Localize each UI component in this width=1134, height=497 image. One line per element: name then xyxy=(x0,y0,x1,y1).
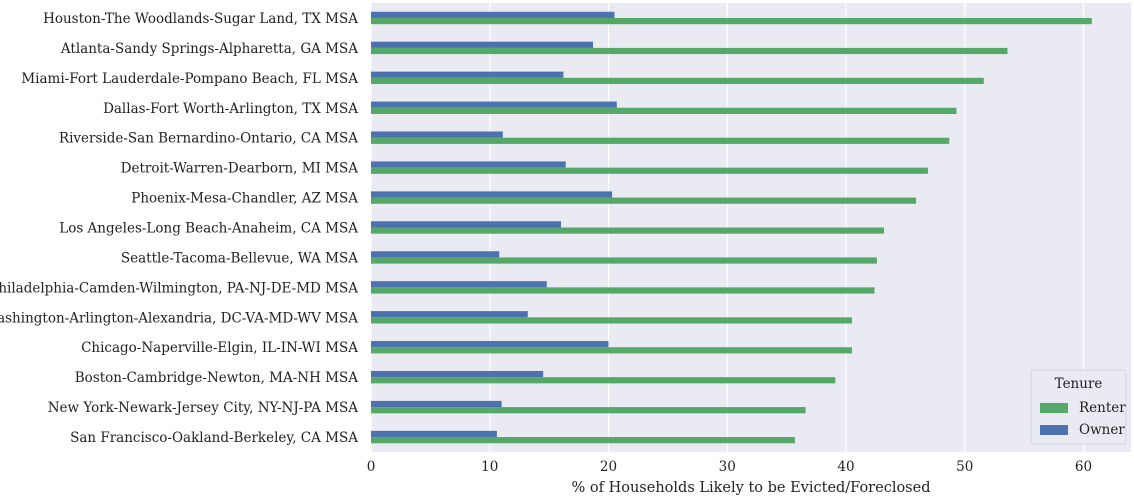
bar-renter xyxy=(371,167,928,174)
category-label: Phoenix-Mesa-Chandler, AZ MSA xyxy=(131,191,358,207)
x-tick-label: 10 xyxy=(481,459,498,475)
bar-owner xyxy=(371,161,566,168)
bar-owner xyxy=(371,191,613,198)
bar-renter xyxy=(371,287,875,294)
category-label: Washington-Arlington-Alexandria, DC-VA-M… xyxy=(0,310,358,326)
category-label: Detroit-Warren-Dearborn, MI MSA xyxy=(121,161,359,177)
category-label: Philadelphia-Camden-Wilmington, PA-NJ-DE… xyxy=(0,280,358,296)
legend-swatch-renter xyxy=(1040,403,1068,413)
bar-renter xyxy=(371,407,806,414)
bar-owner xyxy=(371,41,594,48)
category-label: Houston-The Woodlands-Sugar Land, TX MSA xyxy=(43,11,358,27)
x-tick-label: 60 xyxy=(1075,459,1092,475)
x-axis-title: % of Households Likely to be Evicted/For… xyxy=(572,480,931,496)
bar-renter xyxy=(371,437,795,444)
x-tick-label: 20 xyxy=(600,459,617,475)
bar-owner xyxy=(371,11,615,18)
bar-owner xyxy=(371,71,564,78)
bar-owner xyxy=(371,101,617,108)
legend-label-owner: Owner xyxy=(1079,422,1125,438)
x-tick-label: 50 xyxy=(956,459,973,475)
x-tick-label: 40 xyxy=(837,459,854,475)
category-label: Dallas-Fort Worth-Arlington, TX MSA xyxy=(103,101,358,117)
bar-renter xyxy=(371,227,884,234)
bar-renter xyxy=(371,77,984,85)
bar-renter xyxy=(371,257,877,264)
category-label: Miami-Fort Lauderdale-Pompano Beach, FL … xyxy=(21,71,358,87)
category-label: Chicago-Naperville-Elgin, IL-IN-WI MSA xyxy=(81,340,358,356)
bar-owner xyxy=(371,131,503,138)
legend-items: Renter Owner xyxy=(1040,400,1126,438)
bar-renter xyxy=(371,197,917,204)
x-tick-label: 0 xyxy=(367,459,376,475)
bar-owner xyxy=(371,251,500,258)
bar-renter xyxy=(371,347,852,354)
category-label: Atlanta-Sandy Springs-Alpharetta, GA MSA xyxy=(60,41,358,57)
x-tick-labels: 0 10 20 30 40 50 60 xyxy=(367,459,1092,475)
bar-renter xyxy=(371,47,1008,55)
legend-title: Tenure xyxy=(1055,376,1103,392)
legend-swatch-owner xyxy=(1040,425,1068,435)
category-label: Seattle-Tacoma-Bellevue, WA MSA xyxy=(121,250,358,266)
legend-label-renter: Renter xyxy=(1079,400,1126,416)
bar-renter xyxy=(371,137,950,144)
category-label: Los Angeles-Long Beach-Anaheim, CA MSA xyxy=(59,221,358,237)
bar-owner xyxy=(371,341,609,348)
bar-owner xyxy=(371,430,497,438)
bar-owner xyxy=(371,370,544,378)
category-labels: Houston-The Woodlands-Sugar Land, TX MSA… xyxy=(0,11,358,446)
bar-renter xyxy=(371,377,836,384)
bar-owner xyxy=(371,400,502,408)
category-label: Riverside-San Bernardino-Ontario, CA MSA xyxy=(59,131,358,147)
category-label: San Francisco-Oakland-Berkeley, CA MSA xyxy=(70,430,358,446)
category-label: New York-Newark-Jersey City, NY-NJ-PA MS… xyxy=(48,400,359,416)
bar-renter xyxy=(371,317,852,324)
bar-owner xyxy=(371,281,547,288)
bar-renter xyxy=(371,17,1092,25)
bar-renter xyxy=(371,107,957,114)
legend: Tenure Renter Owner xyxy=(1030,369,1127,445)
bar-owner xyxy=(371,311,528,318)
x-tick-label: 30 xyxy=(719,459,736,475)
bar-owner xyxy=(371,221,561,228)
bars xyxy=(371,11,1092,444)
category-label: Boston-Cambridge-Newton, MA-NH MSA xyxy=(75,370,358,386)
